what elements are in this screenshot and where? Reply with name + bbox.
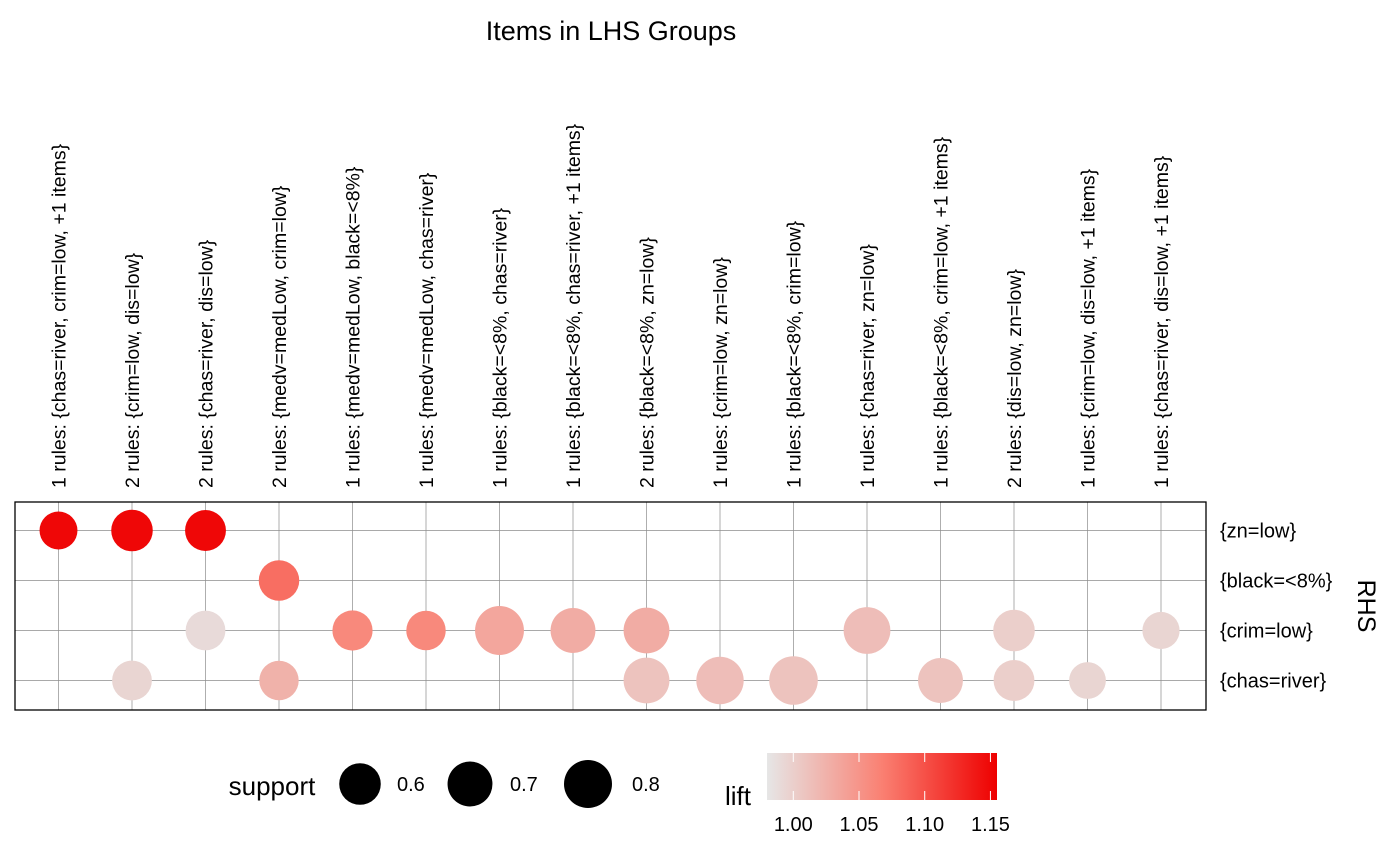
data-point	[258, 560, 300, 601]
x-tick-label: 2 rules: {crim=low, dis=low}	[122, 252, 144, 488]
support-legend-label: 0.7	[510, 774, 538, 796]
lift-legend-label: 1.05	[840, 814, 879, 836]
x-tick-label: 1 rules: {black=<8%, chas=river, +1 item…	[563, 123, 585, 488]
data-point	[111, 509, 153, 552]
x-tick-label: 1 rules: {black=<8%, crim=low}	[784, 220, 806, 488]
data-point	[259, 660, 299, 701]
data-point	[406, 610, 446, 651]
x-tick-label: 1 rules: {medv=medLow, chas=river}	[416, 172, 438, 488]
data-point	[185, 610, 226, 651]
x-tick-label: 2 rules: {chas=river, dis=low}	[196, 239, 218, 488]
y-tick-label: {black=<8%}	[1220, 571, 1333, 593]
lift-legend: lift 1.00 1.05 1.10 1.15	[725, 753, 1010, 836]
y-axis-title: RHS	[1352, 580, 1380, 633]
x-tick-label: 2 rules: {black=<8%, zn=low}	[637, 237, 659, 488]
x-tick-label: 1 rules: {black=<8%, chas=river}	[490, 207, 512, 488]
x-tick-label: 2 rules: {dis=low, zn=low}	[1004, 269, 1026, 488]
x-axis-labels: 1 rules: {chas=river, crim=low, +1 items…	[49, 123, 1174, 488]
data-point	[550, 608, 596, 653]
support-legend-label: 0.8	[632, 774, 660, 796]
data-point	[623, 657, 670, 704]
support-legend: support 0.6 0.7 0.8	[229, 760, 660, 808]
data-point	[623, 607, 670, 654]
data-point	[769, 656, 818, 705]
x-tick-label: 1 rules: {black=<8%, crim=low, +1 items}	[931, 136, 953, 488]
lift-legend-label: 1.10	[905, 814, 944, 836]
data-point	[1069, 662, 1106, 699]
data-point	[843, 607, 891, 654]
support-legend-key	[339, 763, 381, 805]
lift-legend-label: 1.00	[774, 814, 813, 836]
data-point	[39, 511, 78, 550]
chart-title: Items in LHS Groups	[486, 16, 737, 46]
y-tick-label: {chas=river}	[1220, 671, 1326, 693]
support-legend-label: 0.6	[397, 774, 425, 796]
data-point	[1142, 611, 1180, 650]
x-tick-label: 1 rules: {chas=river, dis=low, +1 items}	[1151, 155, 1173, 488]
plot-panel-border	[14, 501, 1207, 711]
x-tick-label: 2 rules: {medv=medLow, crim=low}	[269, 185, 291, 488]
support-legend-key	[447, 761, 493, 807]
y-axis-labels: {zn=low} {black=<8%} {crim=low} {chas=river…	[1220, 521, 1333, 693]
x-tick-label: 1 rules: {crim=low, zn=low}	[710, 257, 732, 488]
y-tick-label: {crim=low}	[1220, 621, 1313, 643]
x-tick-label: 1 rules: {crim=low, dis=low, +1 items}	[1078, 168, 1100, 488]
x-tick-label: 1 rules: {medv=medLow, black=<8%}	[343, 166, 365, 488]
lift-legend-title: lift	[725, 781, 752, 811]
lift-colorbar	[767, 753, 997, 800]
data-point	[918, 658, 963, 703]
data-point	[993, 660, 1035, 701]
data-point	[475, 606, 524, 655]
data-point	[993, 609, 1035, 652]
support-legend-title: support	[229, 771, 316, 801]
support-legend-key	[564, 760, 612, 808]
y-tick-label: {zn=low}	[1220, 521, 1296, 543]
data-point	[185, 510, 226, 551]
x-tick-label: 1 rules: {chas=river, crim=low, +1 items…	[49, 143, 71, 488]
data-point	[332, 610, 373, 651]
lift-legend-label: 1.15	[971, 814, 1010, 836]
data-points	[39, 509, 1180, 705]
data-point	[112, 660, 152, 701]
x-tick-label: 1 rules: {chas=river, zn=low}	[857, 244, 879, 488]
data-point	[696, 656, 744, 705]
